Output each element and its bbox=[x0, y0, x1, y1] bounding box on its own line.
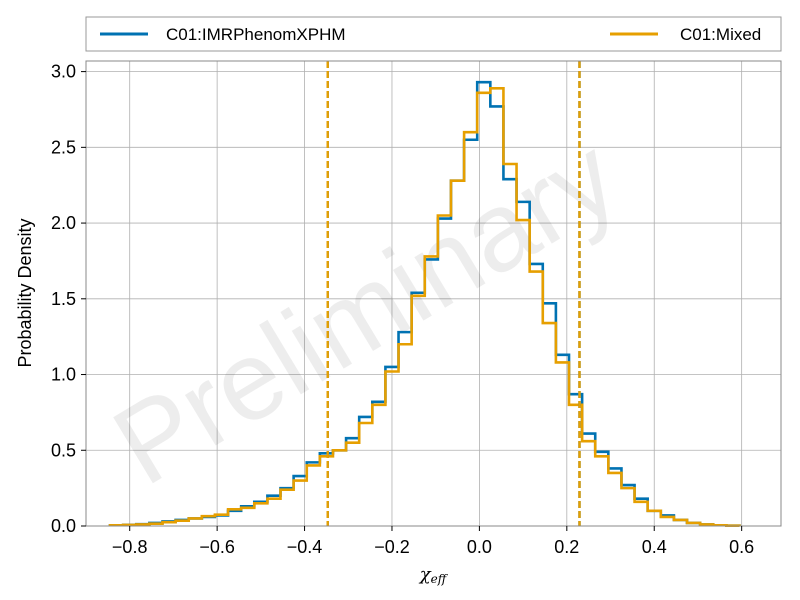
x-axis-label-sub: eff bbox=[431, 572, 449, 586]
y-axis-label: Probability Density bbox=[15, 218, 35, 367]
legend-label-mixed: C01:Mixed bbox=[680, 25, 761, 44]
y-tick-label: 0.5 bbox=[51, 440, 76, 460]
x-axis-label: χeff bbox=[418, 564, 449, 586]
x-tick-label: 0.0 bbox=[467, 537, 492, 557]
x-axis-label-main: χ bbox=[418, 564, 432, 585]
y-tick-label: 3.0 bbox=[51, 62, 76, 82]
y-tick-label: 1.5 bbox=[51, 289, 76, 309]
y-tick-label: 2.0 bbox=[51, 213, 76, 233]
y-tick-label: 1.0 bbox=[51, 365, 76, 385]
x-tick-label: 0.4 bbox=[642, 537, 667, 557]
grid bbox=[86, 61, 781, 527]
x-tick-label: −0.2 bbox=[374, 537, 410, 557]
x-tick-label: 0.6 bbox=[729, 537, 754, 557]
x-axis-ticks: −0.8 −0.6 −0.4 −0.2 0.0 0.2 0.4 0.6 bbox=[112, 526, 754, 557]
legend: C01:IMRPhenomXPHM C01:Mixed bbox=[85, 16, 782, 52]
plot-area: Preliminary bbox=[85, 60, 782, 527]
plot-frame bbox=[85, 60, 782, 527]
y-tick-label: 2.5 bbox=[51, 137, 76, 157]
legend-label-imrphenomxphm: C01:IMRPhenomXPHM bbox=[166, 25, 346, 44]
x-tick-label: 0.2 bbox=[554, 537, 579, 557]
series-mixed-step bbox=[108, 86, 741, 527]
legend-frame bbox=[85, 16, 782, 52]
y-axis-ticks: 0.0 0.5 1.0 1.5 2.0 2.5 3.0 bbox=[51, 62, 86, 536]
x-tick-label: −0.4 bbox=[287, 537, 323, 557]
x-tick-label: −0.8 bbox=[112, 537, 148, 557]
x-tick-label: −0.6 bbox=[199, 537, 235, 557]
vline-layer bbox=[326, 61, 581, 526]
series-layer bbox=[108, 80, 741, 527]
y-tick-label: 0.0 bbox=[51, 516, 76, 536]
